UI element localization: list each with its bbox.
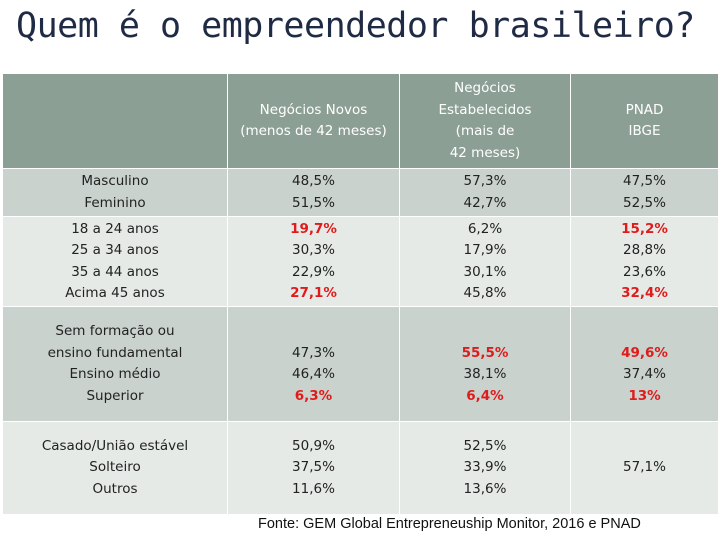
cell-estabelecidos: 55,5% 38,1% 6,4% — [399, 306, 571, 422]
cell-estabelecidos: 52,5% 33,9% 13,6% — [399, 421, 571, 515]
entrepreneur-table: Negócios Novos (menos de 42 meses) Negóc… — [2, 73, 719, 515]
cell-novos: 50,9% 37,5% 11,6% — [227, 421, 400, 515]
table-row-sex: Masculino Feminino 48,5% 51,5% 57,3% 42,… — [2, 168, 719, 217]
row-label: 18 a 24 anos 25 a 34 anos 35 a 44 anos A… — [2, 216, 228, 307]
row-label: Masculino Feminino — [2, 168, 228, 217]
header-novos: Negócios Novos (menos de 42 meses) — [227, 73, 400, 169]
page-title: Quem é o empreendedor brasileiro? — [16, 6, 695, 46]
cell-estabelecidos: 6,2% 17,9% 30,1% 45,8% — [399, 216, 571, 307]
table-row-civil-status: Casado/União estável Solteiro Outros 50,… — [2, 421, 719, 515]
cell-pnad: 57,1% — [570, 421, 719, 515]
cell-novos: 47,3% 46,4% 6,3% — [227, 306, 400, 422]
header-pnad: PNAD IBGE — [570, 73, 719, 169]
table-row-education: Sem formação ou ensino fundamental Ensin… — [2, 306, 719, 422]
cell-novos: 19,7% 30,3% 22,9% 27,1% — [227, 216, 400, 307]
table-row-age: 18 a 24 anos 25 a 34 anos 35 a 44 anos A… — [2, 216, 719, 307]
cell-pnad: 49,6% 37,4% 13% — [570, 306, 719, 422]
cell-estabelecidos: 57,3% 42,7% — [399, 168, 571, 217]
cell-novos: 48,5% 51,5% — [227, 168, 400, 217]
header-estabelecidos: Negócios Estabelecidos (mais de 42 meses… — [399, 73, 571, 169]
header-empty-cell — [2, 73, 228, 169]
cell-pnad: 47,5% 52,5% — [570, 168, 719, 217]
row-label: Sem formação ou ensino fundamental Ensin… — [2, 306, 228, 422]
source-footer: Fonte: GEM Global Entrepreneuship Monito… — [258, 516, 641, 532]
table-header-row: Negócios Novos (menos de 42 meses) Negóc… — [2, 73, 719, 169]
cell-pnad: 15,2% 28,8% 23,6% 32,4% — [570, 216, 719, 307]
row-label: Casado/União estável Solteiro Outros — [2, 421, 228, 515]
